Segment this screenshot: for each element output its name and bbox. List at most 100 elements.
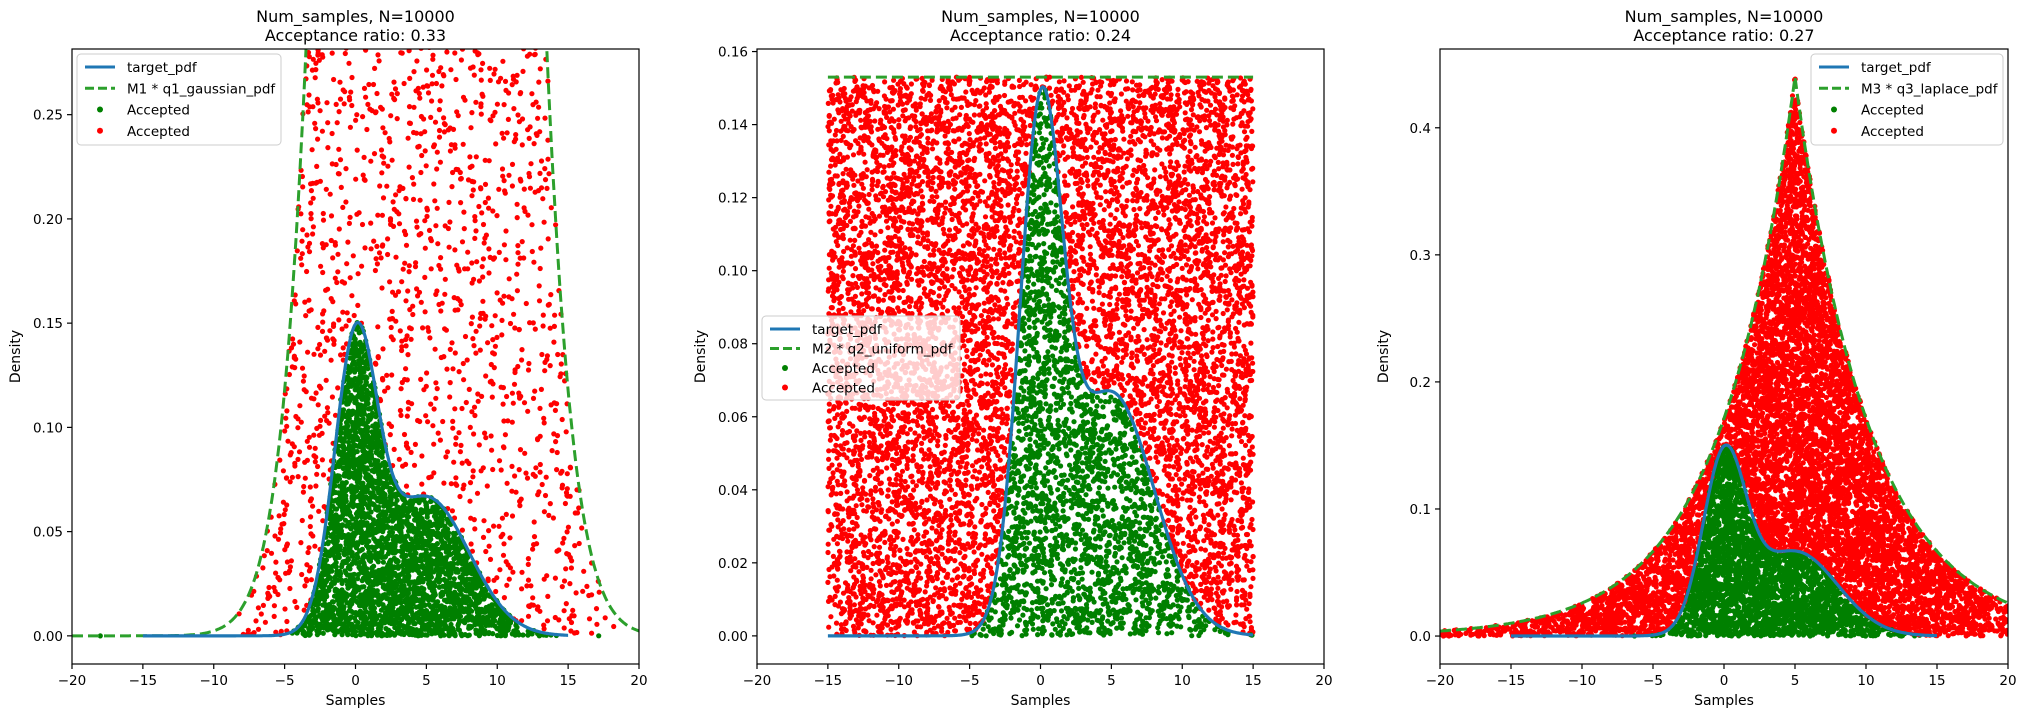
rejected-point [432,406,437,411]
rejected-point [375,324,380,329]
rejected-point [541,416,546,421]
rejected-point [320,270,325,275]
rejected-point [569,565,574,570]
rejected-point [473,100,478,105]
rejected-point [517,20,522,25]
rejected-point [422,275,427,280]
rejected-point [377,250,382,255]
rejected-point [428,402,433,407]
rejected-point [428,236,433,241]
rejected-point [407,269,412,274]
rejected-point [322,349,327,354]
rejected-point [512,325,517,330]
rejected-point [403,196,408,201]
rejected-point [471,343,476,348]
rejected-point [545,79,550,84]
rejected-point [362,155,367,160]
rejected-point [423,309,428,314]
rejected-point [448,67,453,72]
rejected-point [536,80,541,85]
rejected-point [553,222,558,227]
rejected-point [315,137,320,142]
rejected-point [587,616,592,621]
rejected-point [321,211,326,216]
rejected-point [519,570,524,575]
rejected-point [589,631,594,636]
rejected-point [460,239,465,244]
rejected-point [483,182,488,187]
rejected-point [470,315,475,320]
rejected-point [344,323,349,328]
rejected-point [302,387,307,392]
rejected-point [420,325,425,330]
rejected-point [522,451,527,456]
rejected-point [323,288,328,293]
rejected-point [512,139,517,144]
rejected-point [499,467,504,472]
rejected-point [507,276,512,281]
rejected-point [403,462,408,467]
rejected-point [572,613,577,618]
rejected-point [343,199,348,204]
rejected-point [458,170,463,175]
rejected-point [302,583,307,588]
rejected-point [363,95,368,100]
rejected-point [335,269,340,274]
rejected-point [446,200,451,205]
rejected-point [511,77,516,82]
rejected-point [518,18,523,23]
rejected-point [584,584,589,589]
rejected-point [442,292,447,297]
rejected-point [526,614,531,619]
rejected-point [533,474,538,479]
rejected-point [368,221,373,226]
rejected-point [345,310,350,315]
rejected-point [309,396,314,401]
rejected-point [491,257,496,262]
rejected-point [477,323,482,328]
rejected-point [533,465,538,470]
rejected-point [354,0,359,5]
rejected-point [520,116,525,121]
rejected-point [456,37,461,42]
rejected-point [520,69,525,74]
rejected-point [501,444,506,449]
rejected-point [404,484,409,489]
rejected-point [560,584,565,589]
rejected-point [348,275,353,280]
rejected-point [419,482,424,487]
rejected-point [526,361,531,366]
rejected-point [490,467,495,472]
rejected-point [407,307,412,312]
rejected-point [538,246,543,251]
rejected-point [321,218,326,223]
rejected-point [402,261,407,266]
rejected-point [487,544,492,549]
rejected-point [320,457,325,462]
rejected-point [524,301,529,306]
rejected-point [532,519,537,524]
rejected-point [313,455,318,460]
rejected-point [470,336,475,341]
rejected-point [305,550,310,555]
rejected-point [343,166,348,171]
rejected-point [433,223,438,228]
rejected-point [373,1,378,6]
rejected-point [390,158,395,163]
rejected-point [515,243,520,248]
rejected-point [515,112,520,117]
rejected-point [452,247,457,252]
rejected-point [581,569,586,574]
rejected-point [478,316,483,321]
rejected-point [315,325,320,330]
rejected-point [407,263,412,268]
rejected-point [281,468,286,473]
rejected-point [499,385,504,390]
rejected-point [453,435,458,440]
rejected-point [460,461,465,466]
rejected-point [501,541,506,546]
rejected-point [527,136,532,141]
rejected-point [355,303,360,308]
rejected-point [265,548,270,553]
rejected-point [503,228,508,233]
